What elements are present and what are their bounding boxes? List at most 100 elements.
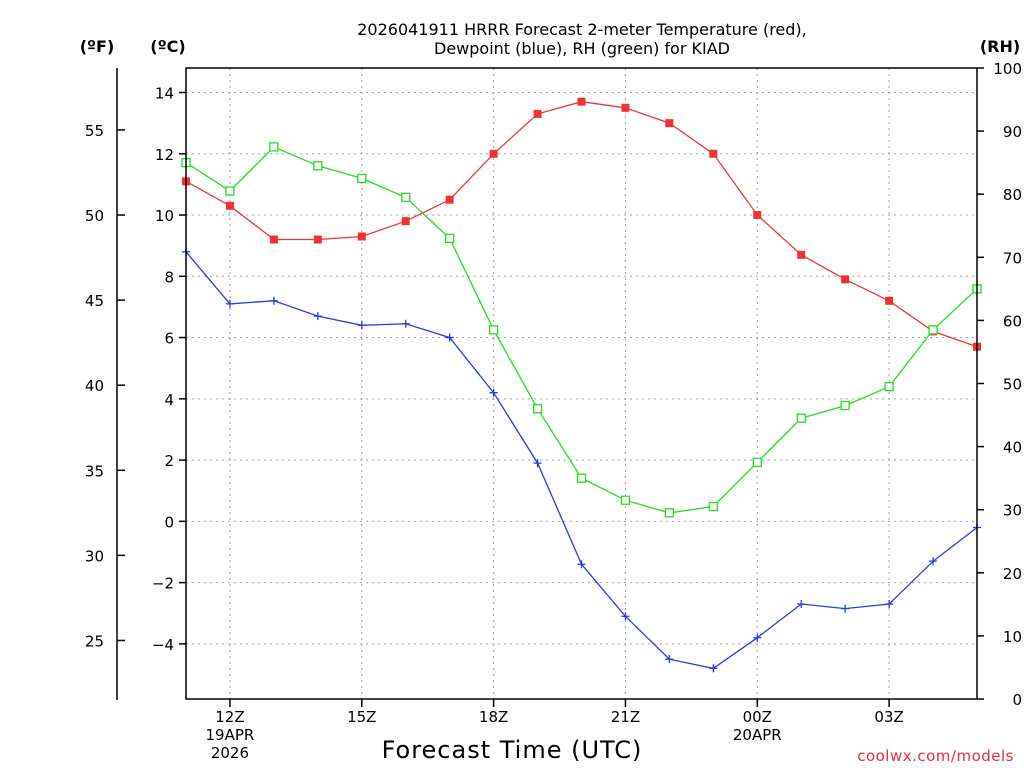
- rh-point: [576, 473, 587, 483]
- rh-point: [840, 400, 850, 411]
- dewpoint-point: [753, 633, 762, 642]
- temperature-point: [665, 119, 674, 128]
- x-tick-label: 19APR: [206, 726, 255, 744]
- x-tick-label: 20APR: [733, 726, 782, 744]
- dewpoint-point: [929, 557, 938, 566]
- rh-tick-label: 70: [1003, 249, 1022, 267]
- rh-point: [313, 161, 323, 171]
- temperature-point: [313, 235, 322, 244]
- dewpoint-point: [445, 333, 454, 342]
- rh-tick-label: 10: [1003, 628, 1022, 646]
- temperature-point: [885, 296, 894, 305]
- temperature-point: [357, 232, 366, 241]
- rh-point: [445, 233, 455, 244]
- fahrenheit-unit-label: (ºF): [80, 37, 115, 56]
- celsius-unit-label: (ºC): [150, 37, 185, 56]
- temperature-point: [841, 275, 850, 284]
- fahrenheit-tick-label: 45: [85, 292, 104, 310]
- dewpoint-point: [357, 321, 366, 330]
- fahrenheit-tick-label: 35: [85, 462, 104, 480]
- dewpoint-point: [225, 299, 234, 308]
- rh-tick-label: 40: [1003, 439, 1022, 457]
- temperature-point: [225, 201, 234, 210]
- x-axis-label: Forecast Time (UTC): [382, 736, 643, 764]
- rh-tick-label: 50: [1003, 376, 1022, 394]
- rh-tick-label: 60: [1003, 312, 1022, 330]
- rh-point: [488, 325, 499, 335]
- dewpoint-point: [313, 312, 322, 321]
- rh-tick-label: 90: [1003, 123, 1022, 141]
- rh-point: [664, 508, 675, 518]
- celsius-tick-label: 4: [164, 391, 174, 409]
- celsius-tick-label: 0: [164, 513, 174, 531]
- celsius-tick-label: 14: [155, 85, 174, 103]
- rh-point: [752, 457, 762, 468]
- fahrenheit-tick-label: 55: [85, 122, 104, 140]
- temperature-point: [269, 235, 278, 244]
- chart-title: 2026041911 HRRR Forecast 2-meter Tempera…: [357, 20, 807, 39]
- rh-point: [269, 142, 279, 152]
- x-tick-label: 21Z: [611, 708, 640, 726]
- plot-frame: [185, 67, 978, 700]
- x-tick-label: 2026: [211, 744, 249, 762]
- fahrenheit-tick-label: 30: [85, 547, 104, 565]
- fahrenheit-tick-label: 25: [85, 632, 104, 650]
- temperature-point: [533, 109, 542, 118]
- rh-point: [796, 413, 806, 423]
- rh-tick-label: 80: [1003, 186, 1022, 204]
- celsius-tick-label: 8: [164, 268, 174, 286]
- dewpoint-point: [665, 655, 674, 664]
- celsius-tick-label: 2: [164, 452, 174, 470]
- dewpoint-point: [533, 459, 542, 468]
- rh-point: [884, 382, 894, 392]
- dewpoint-point: [577, 560, 586, 569]
- grid-layer: [186, 68, 977, 699]
- rh-point: [532, 404, 543, 414]
- fahrenheit-tick-label: 50: [85, 207, 104, 225]
- series-layer: [181, 97, 982, 673]
- temperature-point: [797, 250, 806, 259]
- chart-subtitle: Dewpoint (blue), RH (green) for KIAD: [434, 39, 730, 58]
- dewpoint-point: [841, 604, 850, 613]
- rh-tick-label: 0: [1012, 691, 1022, 709]
- rh-line: [185, 146, 978, 514]
- rh-tick-label: 100: [993, 60, 1022, 78]
- temperature-point: [621, 103, 630, 112]
- rh-tick-label: 20: [1003, 565, 1022, 583]
- x-tick-label: 12Z: [215, 708, 244, 726]
- celsius-tick-label: −4: [152, 636, 174, 654]
- x-tick-label: 00Z: [743, 708, 772, 726]
- rh-point: [708, 501, 718, 512]
- credit-text: coolwx.com/models: [857, 747, 1014, 765]
- temperature-point: [489, 149, 498, 158]
- celsius-tick-label: 6: [164, 330, 174, 348]
- dewpoint-point: [401, 319, 410, 328]
- temperature-point: [709, 149, 718, 158]
- celsius-tick-label: 12: [155, 146, 174, 164]
- rh-point: [401, 192, 411, 203]
- rh-point: [225, 186, 235, 196]
- x-tick-label: 03Z: [874, 708, 903, 726]
- temperature-point: [401, 217, 410, 226]
- rh-point: [928, 325, 938, 335]
- temperature-line: [185, 101, 978, 348]
- temperature-point: [445, 195, 454, 204]
- celsius-tick-label: 10: [155, 207, 174, 225]
- dewpoint-point: [885, 600, 894, 609]
- dewpoint-point: [269, 296, 278, 305]
- dewpoint-point: [797, 600, 806, 609]
- dewpoint-point: [621, 612, 630, 621]
- rh-point: [620, 495, 631, 505]
- celsius-tick-label: −2: [152, 575, 174, 593]
- dewpoint-point: [489, 388, 498, 397]
- fahrenheit-tick-label: 40: [85, 377, 104, 395]
- temperature-point: [753, 211, 762, 220]
- x-tick-label: 18Z: [479, 708, 508, 726]
- temperature-point: [577, 97, 586, 106]
- x-tick-label: 15Z: [347, 708, 376, 726]
- rh-unit-label: (RH): [980, 37, 1020, 56]
- rh-tick-label: 30: [1003, 502, 1022, 520]
- dewpoint-point: [709, 664, 718, 673]
- rh-point: [357, 173, 367, 184]
